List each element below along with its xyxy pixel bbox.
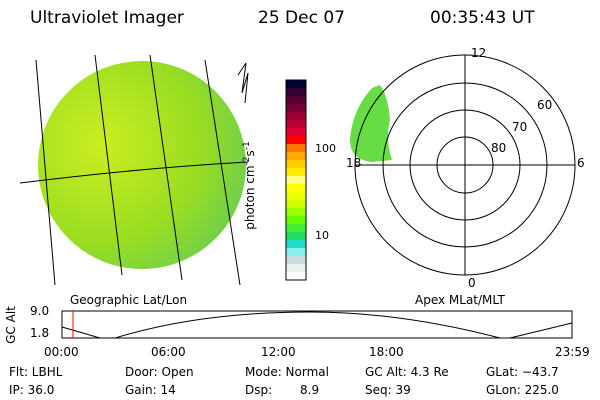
colorbar-band [286, 200, 306, 209]
mode-status: Mode: Normal [245, 365, 329, 379]
colorbar-band [286, 96, 306, 105]
colorbar-band [286, 256, 306, 265]
colorbar-band [286, 184, 306, 193]
colorbar-frame [285, 79, 307, 281]
apex-caption: Apex MLat/MLT [415, 293, 505, 307]
colorbar-band [286, 88, 306, 97]
time-label: 00:35:43 UT [430, 8, 535, 28]
alt-xtick: 12:00 [261, 345, 296, 359]
colorbar-band [286, 224, 306, 233]
colorbar-band [286, 168, 306, 177]
glon-status: GLon: 225.0 [486, 383, 559, 397]
colorbar [285, 79, 307, 281]
colorbar-tick-10: 10 [315, 229, 329, 242]
colorbar-band [286, 264, 306, 273]
colorbar-band [286, 136, 306, 145]
instrument-title: Ultraviolet Imager [30, 8, 184, 28]
alt-xtick: 23:59 [555, 345, 590, 359]
colorbar-band [286, 248, 306, 257]
geo-grid-lines [19, 54, 249, 286]
colorbar-band [286, 128, 306, 137]
colorbar-band [286, 120, 306, 129]
dsp-label: Dsp: [245, 383, 273, 397]
filter-status: Flt: LBHL [9, 365, 63, 379]
colorbar-band [286, 160, 306, 169]
glat-status: GLat: −43.7 [486, 365, 559, 379]
ip-status: IP: 36.0 [9, 383, 55, 397]
lat-80-label: 80 [491, 141, 507, 155]
colorbar-band [286, 144, 306, 153]
earth-image [19, 54, 249, 286]
lat-60-label: 60 [537, 98, 553, 112]
lat-70-label: 70 [512, 120, 528, 134]
colorbar-band [286, 112, 306, 121]
alt-xtick: 18:00 [369, 345, 404, 359]
gain-status: Gain: 14 [125, 383, 176, 397]
colorbar-band [286, 80, 306, 89]
mlt-18-label: 18 [346, 156, 362, 170]
seq-status: Seq: 39 [365, 383, 411, 397]
mlt-12-label: 12 [471, 46, 487, 60]
gcalt-status: GC Alt: 4.3 Re [365, 365, 449, 379]
colorbar-band [286, 240, 306, 249]
alt-ytick-min: 1.8 [30, 326, 50, 340]
geographic-caption: Geographic Lat/Lon [70, 293, 188, 307]
mlt-6-label: 6 [577, 156, 585, 170]
altitude-plot [61, 310, 573, 339]
colorbar-label: photon cm-2s-1 [241, 141, 257, 230]
colorbar-band [286, 152, 306, 161]
colorbar-band [286, 216, 306, 225]
polar-plot [350, 54, 576, 276]
alt-xtick: 06:00 [151, 345, 186, 359]
mlt-0-label: 0 [468, 276, 476, 290]
alt-ytick-max: 9.0 [30, 304, 50, 318]
colorbar-band [286, 176, 306, 185]
colorbar-band [286, 272, 306, 281]
colorbar-band [286, 192, 306, 201]
alt-ylabel: GC Alt [3, 306, 18, 344]
colorbar-tick-100: 100 [315, 142, 336, 155]
alt-xtick: 00:00 [44, 345, 79, 359]
colorbar-band [286, 232, 306, 241]
date-label: 25 Dec 07 [258, 8, 345, 28]
colorbar-band [286, 104, 306, 113]
door-status: Door: Open [125, 365, 194, 379]
colorbar-band [286, 208, 306, 217]
auroral-patch [350, 85, 392, 162]
dsp-value: 8.9 [300, 383, 320, 397]
